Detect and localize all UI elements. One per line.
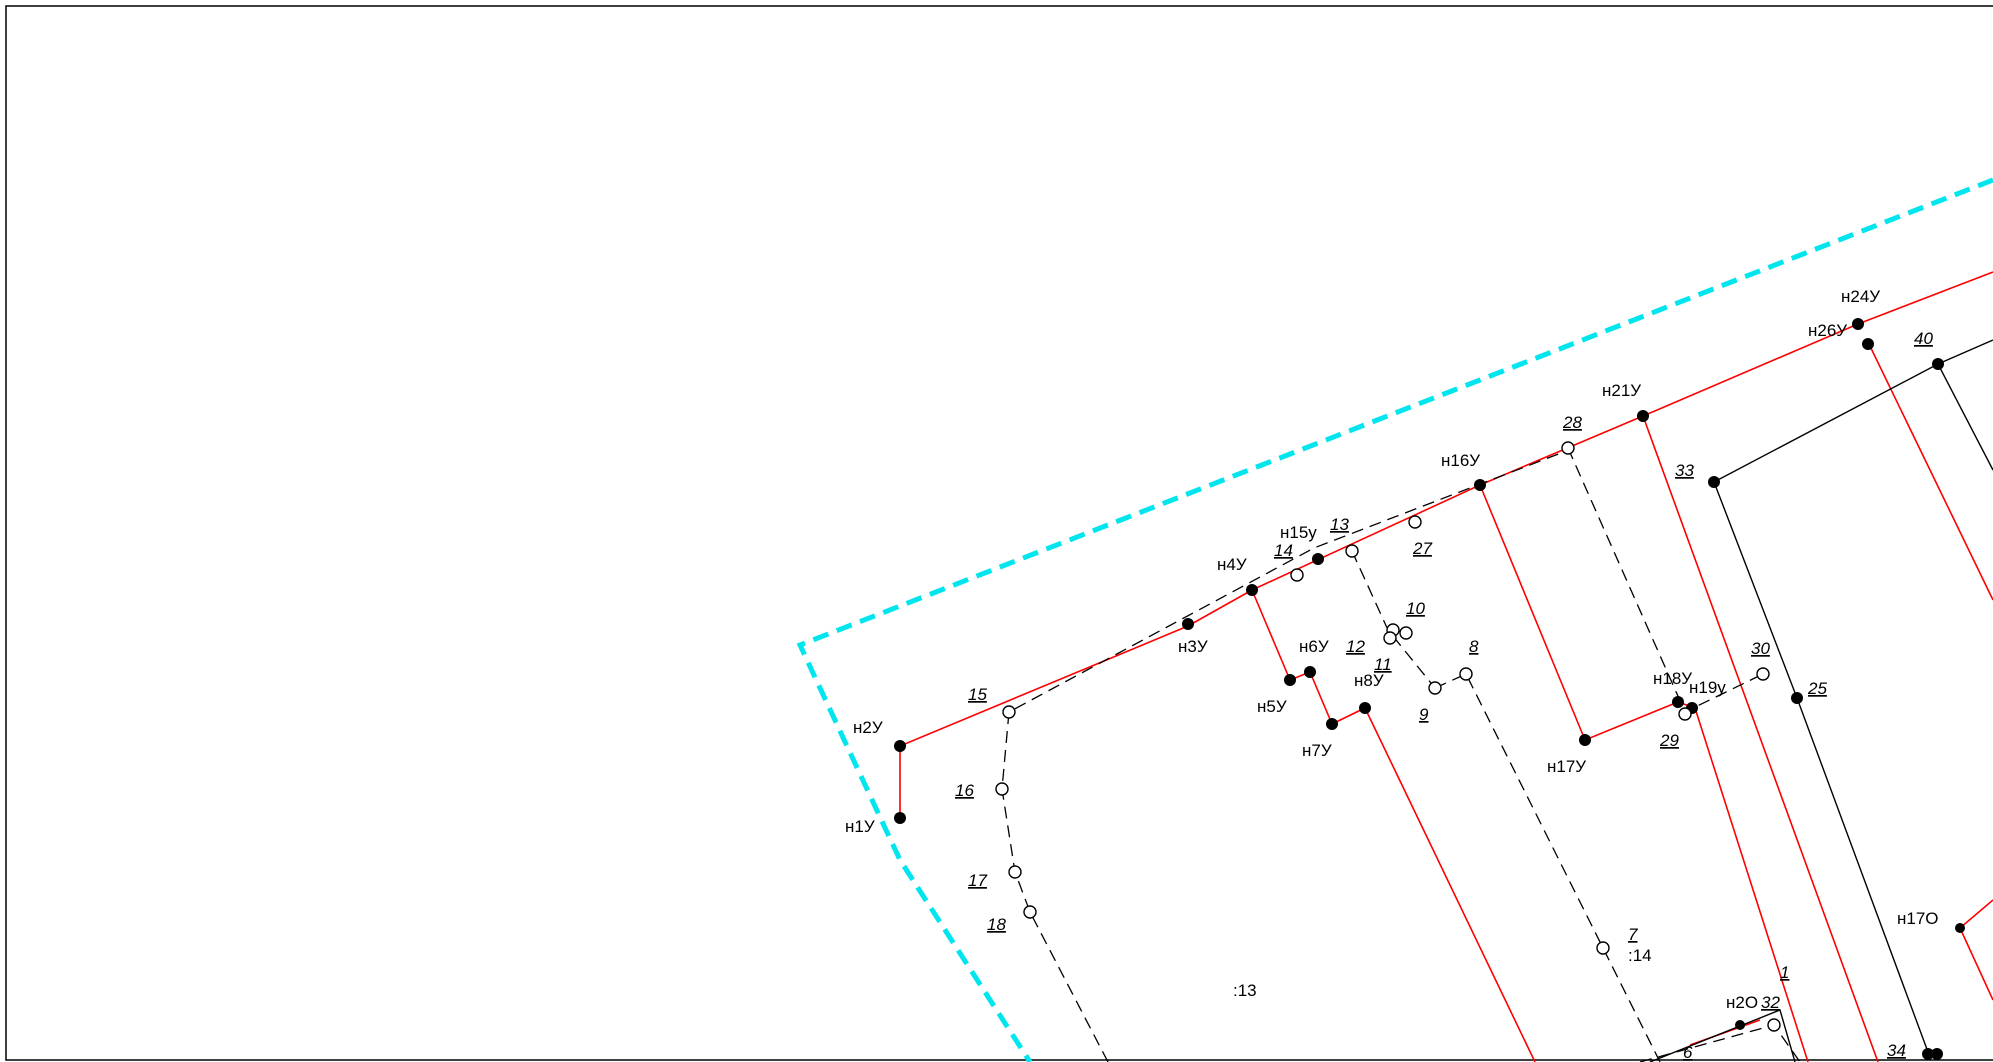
new-boundary-segment-b [1479, 484, 1809, 1062]
point-n7y[interactable] [1326, 718, 1338, 730]
label-33: 33 [1675, 461, 1694, 480]
point-17[interactable] [1008, 865, 1022, 879]
new-boundary-outer [899, 271, 1993, 820]
label-40: 40 [1914, 329, 1933, 348]
existing-line-south [1649, 1009, 1796, 1062]
point-9[interactable] [1428, 681, 1442, 695]
label-n19y: н19у [1689, 678, 1726, 697]
point-34b[interactable] [1931, 1048, 1943, 1060]
label-15: 15 [968, 685, 987, 704]
label-n2y: н2У [853, 718, 883, 737]
label-parcel-13: :13 [1233, 981, 1257, 1000]
label-10: 10 [1406, 599, 1425, 618]
label-12: 12 [1346, 637, 1365, 656]
point-28[interactable] [1561, 441, 1575, 455]
point-30[interactable] [1756, 667, 1770, 681]
point-n21y[interactable] [1637, 410, 1649, 422]
label-30: 30 [1751, 639, 1770, 658]
label-25: 25 [1807, 679, 1827, 698]
label-34: 34 [1887, 1041, 1906, 1060]
dashed-line-inner [1351, 550, 1436, 689]
point-15[interactable] [1002, 705, 1016, 719]
point-n17y[interactable] [1579, 734, 1591, 746]
point-n17o[interactable] [1955, 923, 1965, 933]
point-27[interactable] [1408, 515, 1422, 529]
label-7: 7 [1628, 925, 1638, 944]
new-boundary-segment-a [1251, 589, 1536, 1062]
label-n18y: н18У [1653, 669, 1692, 688]
point-18[interactable] [1023, 905, 1037, 919]
point-n16y[interactable] [1474, 479, 1486, 491]
point-14[interactable] [1290, 568, 1304, 582]
point-n20o[interactable] [1735, 1020, 1745, 1030]
label-11: 11 [1374, 655, 1392, 674]
point-n8y[interactable] [1359, 702, 1371, 714]
label-6: 6 [1683, 1043, 1693, 1062]
point-34[interactable] [1922, 1048, 1934, 1060]
label-16: 16 [955, 781, 974, 800]
label-n21y: н21У [1602, 381, 1641, 400]
point-12[interactable] [1383, 631, 1397, 645]
label-8: 8 [1469, 637, 1479, 656]
point-n1y[interactable] [894, 812, 906, 824]
label-parcel-14: :14 [1628, 946, 1652, 965]
point-40[interactable] [1932, 358, 1944, 370]
label-n16y: н16У [1441, 451, 1480, 470]
point-25[interactable] [1791, 692, 1803, 704]
label-n3y: н3У [1178, 637, 1208, 656]
point-n24y[interactable] [1852, 318, 1864, 330]
new-boundary-segment-d [1867, 341, 1993, 601]
point-n15y[interactable] [1312, 553, 1324, 565]
point-n5y[interactable] [1284, 674, 1296, 686]
point-29[interactable] [1678, 707, 1692, 721]
point-33[interactable] [1708, 476, 1720, 488]
map-frame-border [5, 5, 1993, 1061]
label-n7y: н7У [1302, 741, 1332, 760]
label-n8y: н8У [1354, 671, 1384, 690]
label-32: 32 [1761, 993, 1780, 1012]
label-27: 27 [1412, 539, 1432, 558]
point-n2y[interactable] [894, 740, 906, 752]
point-13[interactable] [1345, 544, 1359, 558]
label-n1y: н1У [845, 817, 875, 836]
label-n15y: н15у [1280, 523, 1317, 542]
new-boundary-segment-e [1959, 899, 1993, 929]
label-n17y: н17У [1547, 757, 1586, 776]
existing-line-north [1713, 339, 1993, 483]
label-n6y: н6У [1299, 637, 1329, 656]
label-n24y: н24У [1841, 287, 1880, 306]
label-18: 18 [987, 915, 1006, 934]
label-29: 29 [1659, 731, 1679, 750]
point-10[interactable] [1399, 626, 1413, 640]
label-n26y: н26У [1808, 321, 1847, 340]
point-7[interactable] [1596, 941, 1610, 955]
point-n26y[interactable] [1862, 338, 1874, 350]
label-n17o: н17О [1897, 909, 1939, 928]
point-32[interactable] [1767, 1018, 1781, 1032]
label-14: 14 [1274, 541, 1293, 560]
point-16[interactable] [995, 782, 1009, 796]
boundary-dashed-line [796, 177, 1993, 1062]
label-n20o: н2О [1726, 993, 1758, 1012]
label-n5y: н5У [1257, 697, 1287, 716]
point-n4y[interactable] [1246, 584, 1258, 596]
point-n3y[interactable] [1182, 618, 1194, 630]
dashed-line-mid [1434, 673, 1661, 1062]
point-n18y[interactable] [1672, 696, 1684, 708]
new-boundary-segment-c [1642, 415, 1879, 1062]
existing-line-ne [1937, 363, 1993, 471]
label-17: 17 [968, 871, 987, 890]
new-boundary-segment-f [1959, 927, 1993, 1001]
point-n6y[interactable] [1304, 666, 1316, 678]
label-28: 28 [1562, 413, 1582, 432]
existing-line-east [1713, 481, 1929, 1053]
point-8[interactable] [1459, 667, 1473, 681]
label-13: 13 [1330, 515, 1349, 534]
label-n4y: н4У [1217, 555, 1247, 574]
label-9: 9 [1419, 705, 1429, 724]
label-1: 1 [1780, 963, 1789, 982]
